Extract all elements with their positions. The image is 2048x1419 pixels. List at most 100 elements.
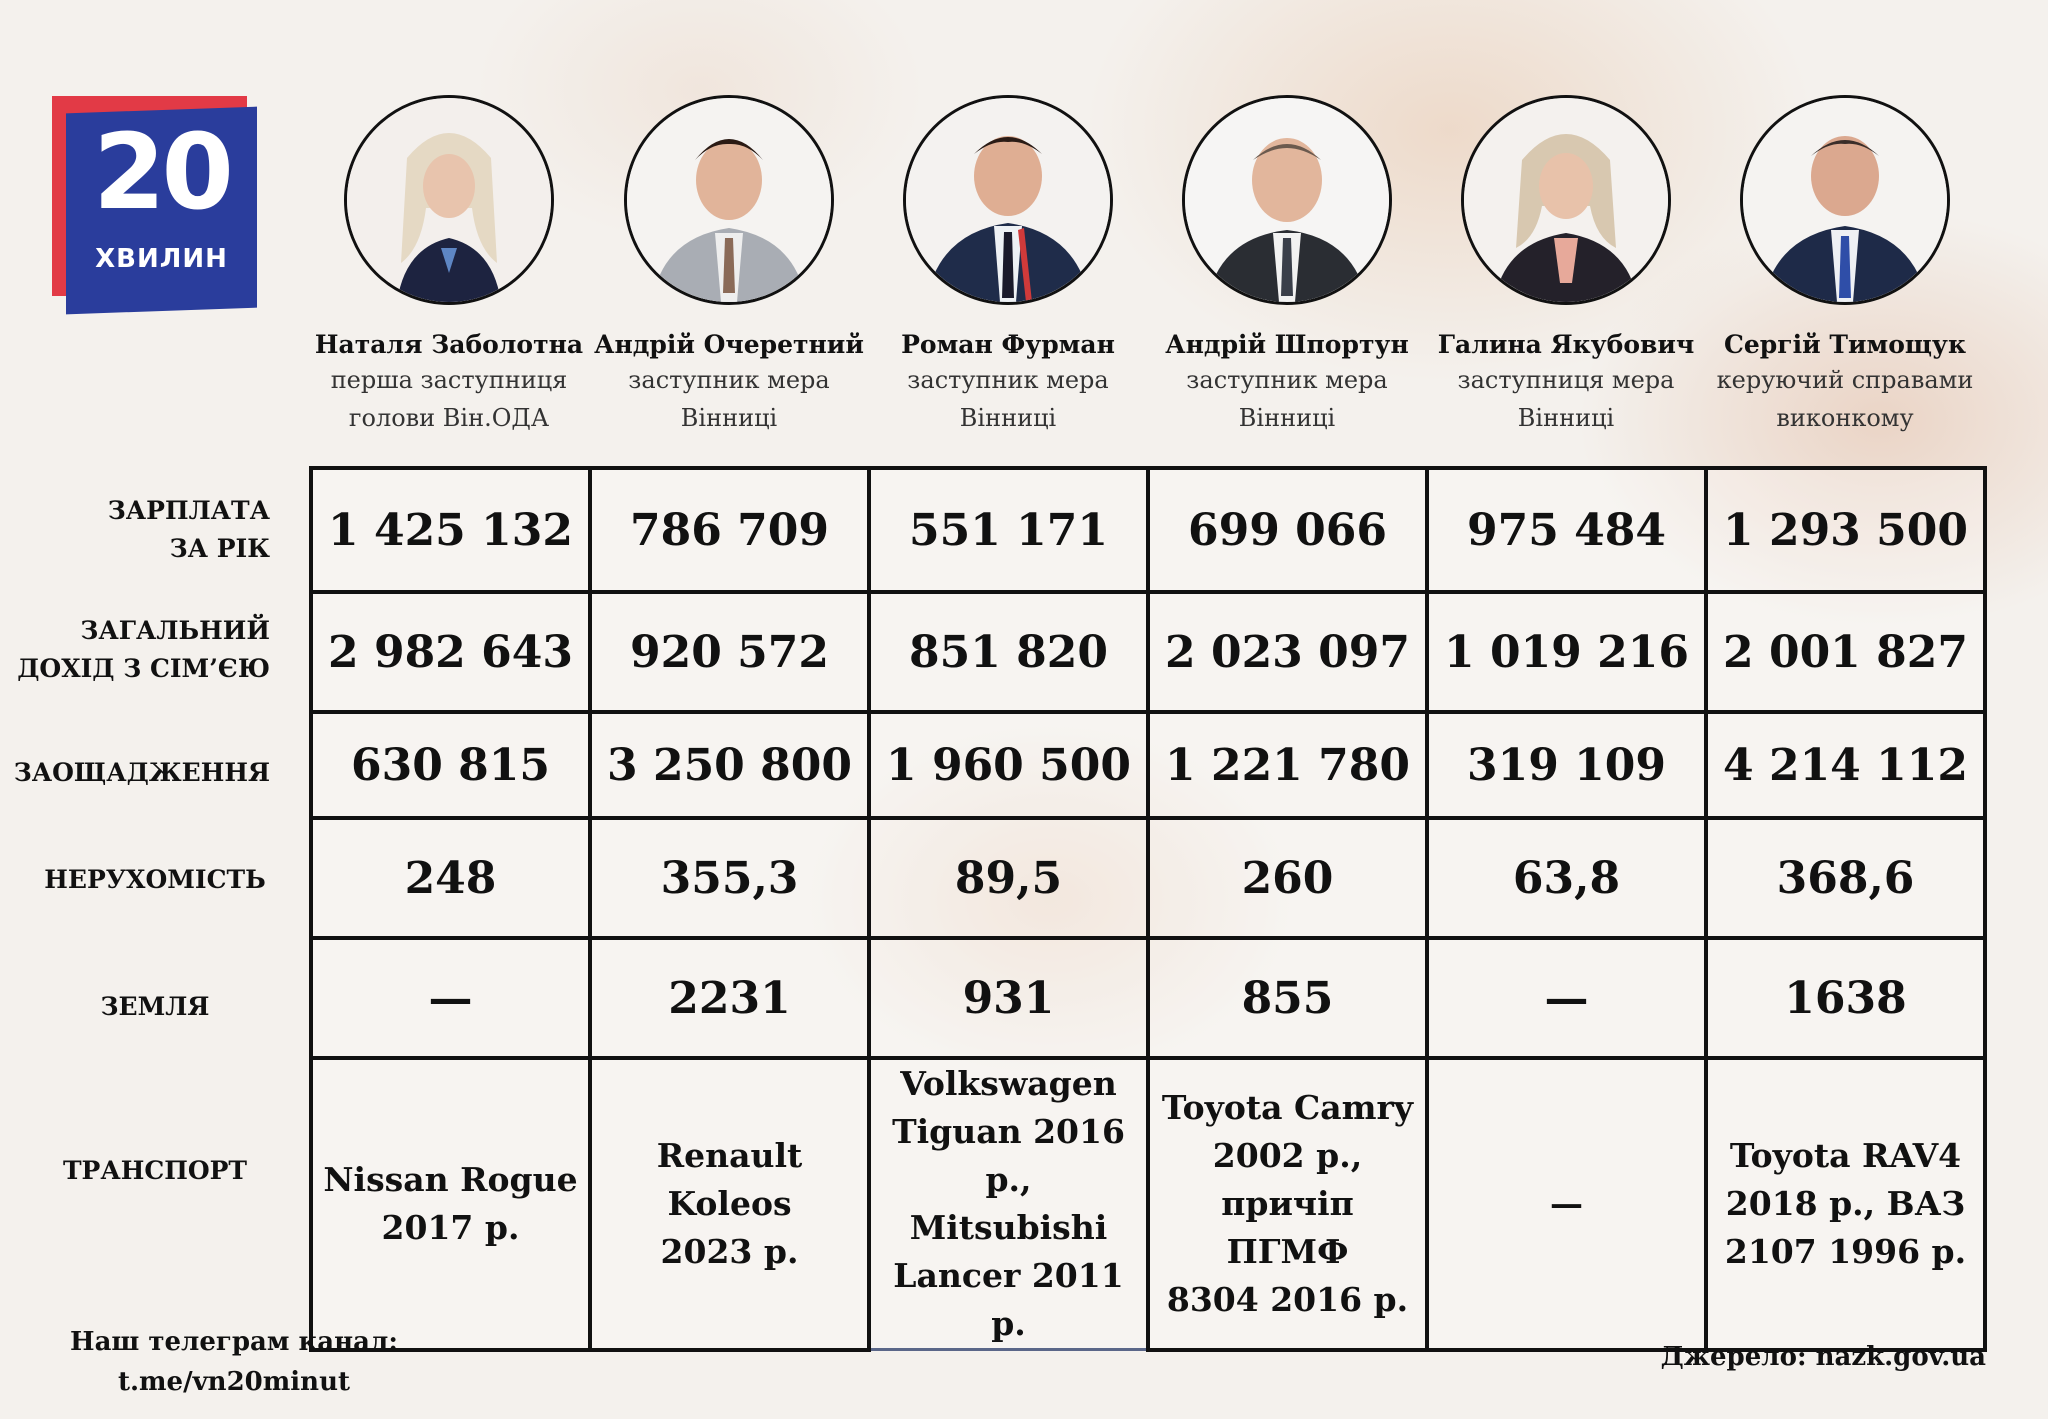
transport-line: 2018 р., ВАЗ — [1725, 1183, 1966, 1223]
transport-line: — — [1550, 1183, 1583, 1223]
transport-line: Tiguan 2016 р., — [892, 1112, 1125, 1199]
row-label-line: ЗАОЩАДЖЕННЯ — [13, 758, 270, 787]
table-cell: Volkswagen Tiguan 2016 р., Mitsubishi La… — [867, 1056, 1150, 1351]
person-role: керуючий справами — [1716, 366, 1974, 394]
table-cell: 248 — [309, 816, 592, 940]
table-cell: 368,6 — [1704, 816, 1987, 940]
table-cell: 260 — [1146, 816, 1429, 940]
table-cell: Toyota Camry 2002 р., причіп ПГМФ 8304 2… — [1146, 1056, 1429, 1352]
transport-line: 2107 1996 р. — [1724, 1231, 1967, 1271]
table-cell: 355,3 — [588, 816, 871, 940]
person-1: Андрій Очеретний заступник мера Вінниці — [588, 95, 870, 437]
transport-line: Lancer 2011 р. — [893, 1256, 1124, 1343]
transport-line: 2023 р. — [660, 1231, 799, 1271]
table-cell: 1 019 216 — [1425, 590, 1708, 714]
row-label-savings: ЗАОЩАДЖЕННЯ — [10, 754, 270, 792]
table-cell: 63,8 — [1425, 816, 1708, 940]
table-cell: 851 820 — [867, 590, 1150, 714]
table-cell: 1 425 132 — [309, 466, 592, 594]
table-cell: 630 815 — [309, 710, 592, 820]
table-cell: 975 484 — [1425, 466, 1708, 594]
table-cell: 1 221 780 — [1146, 710, 1429, 820]
person-3: Андрій Шпортун заступник мера Вінниці — [1146, 95, 1428, 437]
table-cell: Renault Koleos 2023 р. — [588, 1056, 871, 1352]
transport-line: 2017 р. — [381, 1207, 520, 1247]
transport-line: 2002 р., — [1212, 1135, 1363, 1175]
person-role: Вінниці — [959, 404, 1057, 432]
person-role: Вінниці — [1517, 404, 1615, 432]
transport-line: Toyota Camry — [1161, 1087, 1414, 1127]
row-label-line: ДОХІД З СІМ’ЄЮ — [17, 654, 270, 683]
person-role: заступник мера — [628, 366, 830, 394]
table-cell: 2 982 643 — [309, 590, 592, 714]
table-cell: Nissan Rogue 2017 р. — [309, 1056, 592, 1352]
person-role: перша заступниця — [330, 366, 568, 394]
table-cell: 855 — [1146, 936, 1429, 1060]
avatar-photo — [344, 95, 554, 305]
logo-20-khvylyn: 20 ХВИЛИН — [52, 96, 257, 315]
row-label-real-estate: НЕРУХОМІСТЬ — [20, 861, 290, 899]
person-role: заступник мера — [1186, 366, 1388, 394]
source-credit: Джерело: nazk.gov.ua — [1660, 1342, 1986, 1372]
avatar-photo — [624, 95, 834, 305]
table-row-salary: 1 425 132 786 709 551 171 699 066 975 48… — [309, 466, 1987, 594]
person-role: голови Він.ОДА — [348, 404, 550, 432]
person-role: Вінниці — [680, 404, 778, 432]
table-row-land: — 2231 931 855 — 1638 — [309, 936, 1987, 1060]
avatar-photo — [1461, 95, 1671, 305]
table-cell: — — [1425, 1056, 1708, 1352]
person-role: заступник мера — [907, 366, 1109, 394]
table-cell: 699 066 — [1146, 466, 1429, 594]
row-label-land: ЗЕМЛЯ — [20, 988, 290, 1026]
person-name: Наталя Заболотна — [314, 330, 584, 359]
row-label-line: НЕРУХОМІСТЬ — [44, 865, 266, 894]
row-label-line: ЗЕМЛЯ — [100, 992, 210, 1021]
transport-line: Toyota RAV4 — [1729, 1135, 1962, 1175]
table-cell: — — [1425, 936, 1708, 1060]
transport-line: Mitsubishi — [909, 1208, 1108, 1247]
row-label-salary: ЗАРПЛАТА ЗА РІК — [20, 492, 270, 568]
table-cell: 1 960 500 — [867, 710, 1150, 820]
logo-word: ХВИЛИН — [95, 244, 228, 274]
person-2: Роман Фурман заступник мера Вінниці — [867, 95, 1149, 437]
table-cell: 319 109 — [1425, 710, 1708, 820]
person-name: Андрій Очеретний — [594, 330, 864, 359]
person-role: заступниця мера — [1457, 366, 1675, 394]
table-cell: 551 171 — [867, 466, 1150, 594]
person-4: Галина Якубович заступниця мера Вінниці — [1425, 95, 1707, 437]
row-label-transport: ТРАНСПОРТ — [20, 1152, 290, 1190]
table-row-family-income: 2 982 643 920 572 851 820 2 023 097 1 01… — [309, 590, 1987, 714]
table-cell: 1 293 500 — [1704, 466, 1987, 594]
person-role: виконкому — [1776, 404, 1914, 432]
person-name: Андрій Шпортун — [1165, 330, 1409, 359]
avatar-photo — [1740, 95, 1950, 305]
row-label-line: ЗА РІК — [169, 534, 270, 563]
transport-line: Nissan Rogue — [323, 1159, 578, 1199]
table-row-transport: Nissan Rogue 2017 р. Renault Koleos 2023… — [309, 1056, 1987, 1352]
table-cell: 3 250 800 — [588, 710, 871, 820]
avatar-photo — [1182, 95, 1392, 305]
table-cell: Toyota RAV4 2018 р., ВАЗ 2107 1996 р. — [1704, 1056, 1987, 1352]
row-label-line: ЗАРПЛАТА — [107, 496, 270, 525]
telegram-label: Наш телеграм канал: — [70, 1327, 398, 1357]
person-5: Сергій Тимощук керуючий справами виконко… — [1704, 95, 1986, 437]
table-row-real-estate: 248 355,3 89,5 260 63,8 368,6 — [309, 816, 1987, 940]
table-cell: — — [309, 936, 592, 1060]
table-cell: 1638 — [1704, 936, 1987, 1060]
table-cell: 931 — [867, 936, 1150, 1060]
transport-line: Renault Koleos — [656, 1135, 803, 1223]
person-0: Наталя Заболотна перша заступниця голови… — [308, 95, 590, 437]
transport-line: причіп ПГМФ — [1221, 1183, 1354, 1271]
table-cell: 89,5 — [867, 816, 1150, 940]
telegram-channel: Наш телеграм канал: t.me/vn20minut — [70, 1322, 398, 1402]
avatar-photo — [903, 95, 1113, 305]
telegram-link[interactable]: t.me/vn20minut — [117, 1367, 350, 1397]
table-row-savings: 630 815 3 250 800 1 960 500 1 221 780 31… — [309, 710, 1987, 820]
person-name: Роман Фурман — [901, 330, 1115, 359]
transport-line: Volkswagen — [900, 1064, 1117, 1103]
person-role: Вінниці — [1238, 404, 1336, 432]
person-name: Галина Якубович — [1437, 330, 1695, 359]
declarations-table: 1 425 132 786 709 551 171 699 066 975 48… — [309, 466, 1987, 1352]
row-label-line: ЗАГАЛЬНИЙ — [80, 616, 270, 645]
row-label-family-income: ЗАГАЛЬНИЙ ДОХІД З СІМ’ЄЮ — [10, 612, 270, 688]
